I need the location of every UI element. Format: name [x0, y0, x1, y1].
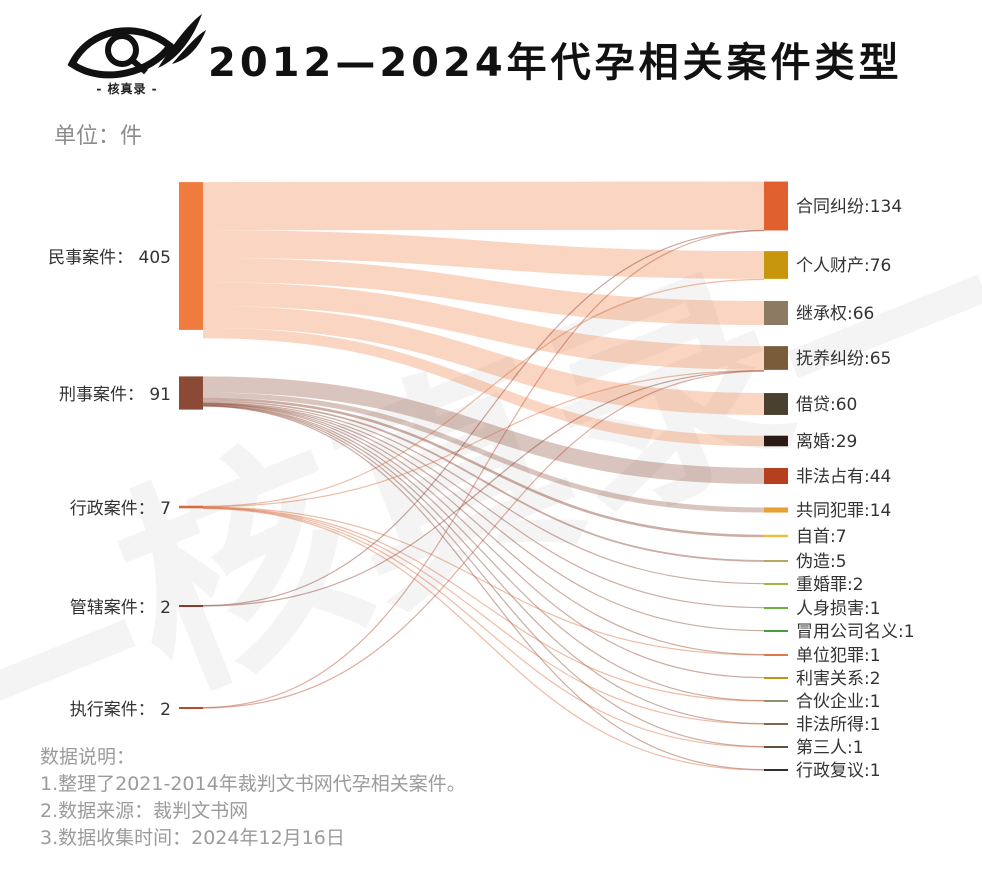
sankey-link — [202, 230, 765, 709]
target-label: 第三人:1 — [796, 738, 864, 758]
source-label: 民事案件： 405 — [48, 248, 171, 268]
sankey-link — [202, 376, 765, 485]
target-node — [764, 677, 788, 679]
sankey-link — [202, 258, 765, 326]
target-node — [764, 435, 788, 447]
sankey-link — [202, 370, 765, 709]
sankey-link — [202, 327, 765, 447]
target-node — [764, 583, 788, 585]
sankey-link — [202, 370, 765, 607]
target-node — [764, 534, 788, 538]
sankey-link — [202, 397, 765, 538]
source-label: 刑事案件： 91 — [59, 385, 171, 405]
sankey-link — [202, 507, 765, 748]
notes-line-1: 1.整理了2021-2014年裁判文书网代孕相关案件。 — [40, 773, 466, 795]
target-label: 单位犯罪:1 — [796, 646, 881, 666]
notes-line-2: 2.数据来源：裁判文书网 — [40, 800, 249, 822]
sankey-link — [202, 507, 765, 725]
sankey-link — [202, 282, 765, 370]
target-label: 非法所得:1 — [796, 715, 881, 735]
sankey-link — [202, 278, 765, 507]
unit-label: 单位：件 — [54, 124, 143, 149]
target-label: 重婚罪:2 — [796, 575, 864, 595]
sankey-link — [202, 392, 765, 513]
sankey-link — [202, 229, 765, 607]
target-node — [764, 654, 788, 656]
target-label: 伪造:5 — [796, 552, 847, 572]
target-label: 人身损害:1 — [796, 599, 881, 619]
source-label: 行政案件： 7 — [70, 499, 171, 519]
target-node — [764, 769, 788, 771]
target-node — [764, 507, 788, 513]
target-label: 离婚:29 — [796, 432, 857, 452]
source-label: 执行案件： 2 — [70, 700, 171, 720]
target-node — [764, 393, 788, 415]
sankey-link — [202, 405, 765, 748]
sankey-link — [202, 402, 765, 609]
data-notes: 数据说明： 1.整理了2021-2014年裁判文书网代孕相关案件。 2.数据来源… — [40, 744, 466, 852]
sankey-link — [202, 305, 765, 415]
target-node — [764, 700, 788, 702]
sankey-nodes — [179, 181, 788, 771]
target-label: 自首:7 — [796, 527, 847, 547]
logo-caption: - 核真录 - — [96, 82, 158, 96]
sankey-link — [202, 400, 765, 562]
sankey-labels: 民事案件： 405 刑事案件： 91 行政案件： 7 管辖案件： 2 执行案件： 2 合同… — [48, 197, 914, 781]
target-node — [764, 723, 788, 725]
notes-line-0: 数据说明： — [40, 746, 136, 768]
source-node — [179, 707, 203, 709]
notes-line-3: 3.数据收集时间：2024年12月16日 — [40, 827, 345, 849]
target-node — [764, 467, 788, 485]
target-label: 抚养纠纷:65 — [796, 349, 891, 369]
sankey-link — [202, 507, 765, 771]
logo-eye-icon — [67, 14, 206, 79]
sankey-link — [202, 403, 765, 679]
sankey-links — [202, 181, 765, 771]
sankey-link — [202, 405, 765, 771]
sankey-link — [202, 401, 765, 585]
sankey-link — [202, 403, 765, 656]
target-label: 合伙企业:1 — [796, 692, 881, 712]
target-label: 共同犯罪:14 — [796, 501, 891, 521]
source-node — [179, 376, 203, 410]
target-label: 个人财产:76 — [796, 256, 891, 276]
sankey-link — [202, 404, 765, 725]
sankey-link — [202, 230, 765, 279]
target-label: 非法占有:44 — [796, 467, 891, 487]
target-node — [764, 607, 788, 609]
source-label: 管辖案件： 2 — [70, 598, 171, 618]
target-label: 借贷:60 — [796, 395, 857, 415]
target-label: 利害关系:2 — [796, 669, 881, 689]
target-label: 行政复议:1 — [796, 761, 881, 781]
chart-title: 2012—2024年代孕相关案件类型 — [208, 40, 903, 86]
sankey-link — [202, 404, 765, 702]
target-node — [764, 346, 788, 370]
target-node — [764, 300, 788, 326]
sankey-link — [202, 403, 765, 632]
target-label: 冒用公司名义:1 — [796, 622, 915, 642]
sankey-link — [202, 506, 765, 702]
sankey-link — [202, 181, 765, 231]
source-node — [179, 182, 203, 330]
source-node — [179, 505, 203, 509]
target-node — [764, 251, 788, 279]
target-node — [764, 630, 788, 632]
target-node — [764, 181, 788, 231]
target-node — [764, 560, 788, 562]
sankey-link — [202, 369, 765, 508]
target-label: 继承权:66 — [796, 304, 874, 324]
target-node — [764, 746, 788, 748]
source-node — [179, 605, 203, 607]
target-label: 合同纠纷:134 — [796, 197, 902, 217]
sankey-link — [202, 506, 765, 656]
